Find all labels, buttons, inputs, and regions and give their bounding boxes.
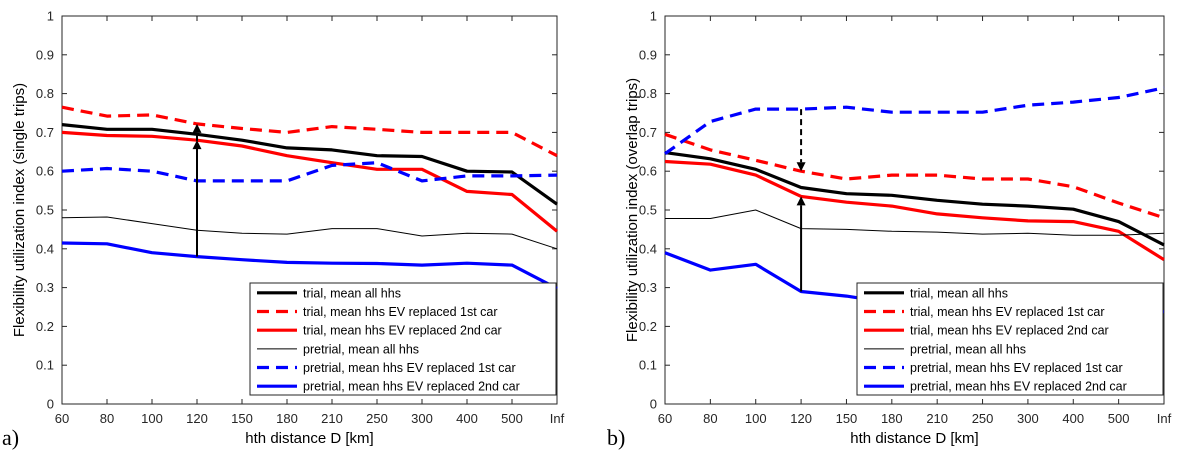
legend-entry: trial, mean hhs EV replaced 2nd car xyxy=(910,324,1109,338)
x-axis-label: hth distance D [km] xyxy=(245,430,373,447)
legend-entry: pretrial, mean hhs EV replaced 2nd car xyxy=(303,380,520,394)
y-tick-label: 0.1 xyxy=(639,358,657,373)
y-tick-label: 0.7 xyxy=(36,125,54,140)
legend-entry: pretrial, mean all hhs xyxy=(303,342,419,356)
x-tick-label: 60 xyxy=(55,411,69,426)
x-tick-label: 150 xyxy=(836,411,858,426)
annotation-arrow-head xyxy=(796,196,806,206)
legend-entry: trial, mean all hhs xyxy=(303,286,401,300)
x-tick-label: 150 xyxy=(231,411,253,426)
y-axis-label: Flexibility utilization index (single tr… xyxy=(11,83,28,337)
y-tick-label: 0.9 xyxy=(36,47,54,62)
x-tick-label: 120 xyxy=(186,411,208,426)
x-tick-label: 120 xyxy=(790,411,812,426)
series-line-5 xyxy=(61,161,558,183)
legend-entry: trial, mean hhs EV replaced 2nd car xyxy=(303,324,502,338)
annotation-arrow-head xyxy=(796,162,806,172)
x-tick-label: 250 xyxy=(972,411,994,426)
y-tick-label: 1 xyxy=(47,9,54,24)
legend-entry: trial, mean hhs EV replaced 1st car xyxy=(910,305,1105,319)
x-tick-label: 400 xyxy=(1062,411,1084,426)
series-line-1 xyxy=(664,151,1165,247)
legend-entry: trial, mean hhs EV replaced 1st car xyxy=(303,305,498,319)
x-tick-label: 60 xyxy=(658,411,672,426)
y-tick-label: 0.5 xyxy=(639,203,657,218)
series-line-2 xyxy=(664,132,1165,220)
x-tick-label: 210 xyxy=(926,411,948,426)
x-tick-label: 100 xyxy=(745,411,767,426)
y-tick-label: 1 xyxy=(650,9,657,24)
legend-entry: pretrial, mean hhs EV replaced 2nd car xyxy=(910,380,1127,394)
y-tick-label: 0.1 xyxy=(36,358,54,373)
y-axis-label: Flexibility utilization index (overlap t… xyxy=(624,78,641,342)
legend-entry: pretrial, mean hhs EV replaced 1st car xyxy=(303,361,516,375)
x-tick-label: 80 xyxy=(703,411,717,426)
series-line-4 xyxy=(61,216,558,250)
x-tick-label: 180 xyxy=(276,411,298,426)
x-tick-label: 400 xyxy=(456,411,478,426)
legend-entry: pretrial, mean hhs EV replaced 1st car xyxy=(910,361,1123,375)
x-tick-label: 100 xyxy=(141,411,163,426)
legend-entry: trial, mean all hhs xyxy=(910,286,1008,300)
y-tick-label: 0.2 xyxy=(639,319,657,334)
x-tick-label: 180 xyxy=(881,411,903,426)
annotation-arrow-head xyxy=(192,140,202,150)
y-tick-label: 0 xyxy=(47,397,54,412)
y-tick-label: 0.4 xyxy=(639,241,657,256)
series-line-3 xyxy=(61,130,559,233)
panel-letter: a) xyxy=(2,425,19,450)
series-line-4 xyxy=(665,209,1165,236)
x-tick-label: 210 xyxy=(321,411,343,426)
x-tick-label: Inf xyxy=(550,411,565,426)
x-tick-label: 300 xyxy=(1017,411,1039,426)
panel-letter: b) xyxy=(607,425,625,450)
y-tick-label: 0.4 xyxy=(36,241,54,256)
series-line-5 xyxy=(664,86,1165,156)
y-tick-label: 0.8 xyxy=(639,86,657,101)
series-line-3 xyxy=(664,159,1165,262)
series-line-1 xyxy=(61,123,558,206)
y-tick-label: 0.3 xyxy=(36,280,54,295)
x-tick-label: 500 xyxy=(1108,411,1130,426)
y-tick-label: 0.6 xyxy=(36,164,54,179)
x-axis-label: hth distance D [km] xyxy=(850,430,978,447)
y-tick-label: 0.5 xyxy=(36,203,54,218)
legend-box xyxy=(249,282,557,396)
y-tick-label: 0.6 xyxy=(639,164,657,179)
y-tick-label: 0.3 xyxy=(639,280,657,295)
x-tick-label: 250 xyxy=(366,411,388,426)
y-tick-label: 0.9 xyxy=(639,47,657,62)
legend: trial, mean all hhs trial, mean hhs EV re… xyxy=(249,282,557,396)
series-line-2 xyxy=(61,105,558,158)
legend-entry: pretrial, mean all hhs xyxy=(910,342,1026,356)
y-tick-label: 0.2 xyxy=(36,319,54,334)
x-tick-label: 300 xyxy=(411,411,433,426)
y-tick-label: 0.7 xyxy=(639,125,657,140)
series-line-6 xyxy=(61,241,558,290)
x-tick-label: 80 xyxy=(100,411,114,426)
legend-box xyxy=(856,282,1164,396)
legend: trial, mean all hhs trial, mean hhs EV re… xyxy=(856,282,1164,396)
x-tick-label: 500 xyxy=(501,411,523,426)
x-tick-label: Inf xyxy=(1157,411,1172,426)
panel-a: 0 0.1 0.2 0.3 0.4 0.5 0.6 0.7 0.8 0.9 1 60 80 100 120 1… xyxy=(2,9,565,451)
y-tick-label: 0 xyxy=(650,397,657,412)
annotation-arrow-head xyxy=(192,123,202,133)
y-tick-label: 0.8 xyxy=(36,86,54,101)
panel-b: 0 0.1 0.2 0.3 0.4 0.5 0.6 0.7 0.8 0.9 1 60 80 100 120 1… xyxy=(607,9,1172,451)
